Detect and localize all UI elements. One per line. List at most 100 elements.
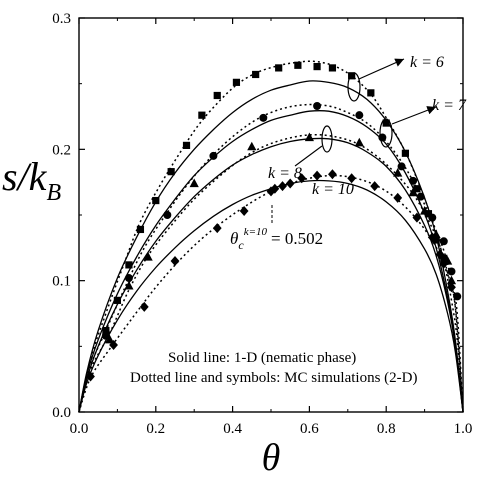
diamond-marker-k10 [370,181,380,192]
diamond-marker-k10 [266,186,276,197]
square-marker-k6 [275,64,283,72]
y-axis-label-main: s/k [2,154,48,199]
markers [86,61,462,382]
triangle-marker-k8 [408,187,418,197]
diamond-marker-k10 [328,169,337,180]
x-tick-label: 0.0 [70,421,89,437]
circle-marker-k7 [447,267,456,276]
diamond-marker-k10 [278,181,287,192]
circle-marker-k7 [259,113,268,122]
dotted-line-k10 [78,174,464,413]
theta-c-sup: k=10 [244,226,268,238]
triangle-marker-k8 [420,206,430,215]
square-marker-k6 [213,91,221,100]
circle-marker-k7 [124,274,133,283]
square-marker-k6 [382,119,390,127]
triangle-marker-k8 [446,275,457,285]
k6-arrow [358,58,405,80]
tick-labels: 0.0 0.2 0.4 0.6 0.8 1.0 0.0 0.1 0.2 0.3 [52,11,472,437]
circle-marker-k7 [453,292,462,301]
square-marker-k6 [367,89,375,97]
k8-arrow [294,145,323,167]
triangle-marker-k8 [247,141,257,151]
square-marker-k6 [252,70,260,79]
square-marker-k6 [413,185,421,193]
axis-ticks [78,17,464,413]
y-tick-label: 0.3 [52,11,71,27]
theta-c-sub: c [238,238,244,252]
x-tick-label: 0.8 [377,421,396,437]
triangle-marker-k8 [105,334,115,344]
circle-marker-k7 [355,111,364,120]
solid-line-k6 [78,80,464,413]
x-axis-label: θ [262,437,281,479]
x-tick-label: 0.2 [146,421,165,437]
solid-line-k8 [78,137,464,413]
y-tick-label: 0.1 [52,274,71,290]
note-line-1: Solid line: 1-D (nematic phase) [168,350,356,366]
square-marker-k6 [167,168,175,176]
circle-marker-k7 [397,162,406,171]
diamond-marker-k10 [412,212,422,223]
diamond-marker-k10 [139,301,149,312]
diamond-marker-k10 [427,232,437,243]
diamond-marker-k10 [393,192,403,203]
circle-marker-k7 [101,331,110,340]
dotted-line-k6 [78,60,464,413]
y-tick-label: 0.0 [52,405,71,421]
square-marker-k6 [348,72,356,80]
circle-marker-k7 [439,237,448,246]
diamond-marker-k10 [312,170,322,181]
diamond-marker-k10 [435,249,445,260]
diamond-marker-k10 [439,258,449,269]
theta-c-value: = 0.502 [271,229,323,248]
square-marker-k6 [182,141,191,149]
square-marker-k6 [198,111,206,119]
k6-callout-ellipse [347,72,361,102]
square-marker-k6 [328,64,337,72]
k7-callout-ellipse [379,118,393,148]
triangle-marker-k8 [124,280,134,290]
square-marker-k6 [152,196,160,205]
square-marker-k6 [432,236,440,244]
square-marker-k6 [232,78,241,86]
circle-marker-k7 [313,101,322,110]
y-tick-label: 0.2 [52,142,71,158]
diamond-marker-k10 [297,173,307,184]
k8-callout-ellipse [321,125,333,153]
square-marker-k6 [136,225,145,234]
solid-line-k7 [78,110,464,413]
x-tick-label: 0.4 [223,421,242,437]
diamond-marker-k10 [239,206,249,217]
k7-arrow [391,106,437,125]
x-tick-label: 0.6 [300,421,319,437]
diamond-marker-k10 [86,371,95,382]
square-marker-k6 [113,296,121,304]
diamond-marker-k10 [270,183,280,194]
y-axis-label-sub: B [46,180,61,206]
square-marker-k6 [102,326,110,335]
dotted-line-k8 [78,133,464,413]
y-axis-label: s/kB [2,154,61,206]
diamond-marker-k10 [347,173,357,184]
circle-marker-k7 [209,151,218,160]
k7-label: k = 7 [432,97,467,114]
theta-c-symbol: θ [230,229,238,248]
circle-marker-k7 [428,213,437,222]
triangle-marker-k8 [143,252,153,261]
triangle-marker-k8 [354,137,364,147]
circle-marker-k7 [409,176,418,185]
note-line-2: Dotted line and symbols: MC simulations … [130,370,417,386]
theta-c-label: θck=10 = 0.502 [230,226,323,252]
square-marker-k6 [294,61,302,69]
diamond-marker-k10 [212,223,222,234]
square-marker-k6 [440,254,448,262]
triangle-marker-k8 [304,132,314,142]
circle-marker-k7 [163,211,172,219]
x-tick-label: 1.0 [454,421,473,437]
diamond-marker-k10 [109,340,118,351]
triangle-marker-k8 [189,178,199,188]
circle-marker-k7 [416,192,425,201]
k10-label: k = 10 [312,181,354,198]
square-marker-k6 [313,62,321,71]
